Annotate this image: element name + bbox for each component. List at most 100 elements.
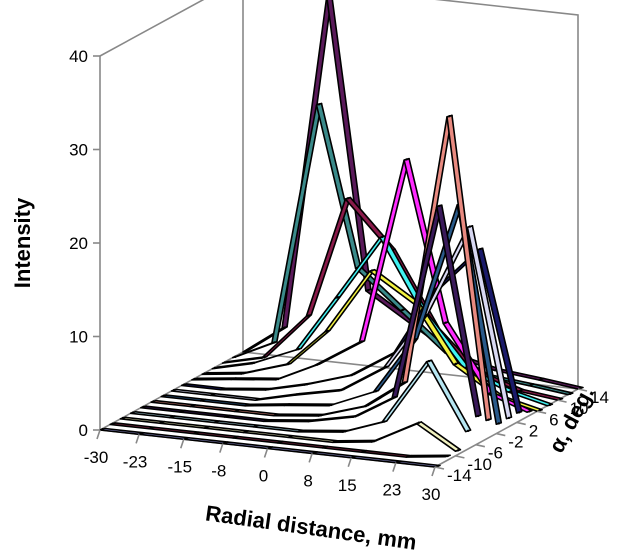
data-point bbox=[131, 411, 135, 414]
data-point bbox=[518, 411, 521, 414]
alpha-tick-mark bbox=[536, 410, 547, 415]
ribbon-segment bbox=[223, 414, 270, 423]
data-point bbox=[140, 432, 143, 435]
x-tick-mark bbox=[347, 457, 353, 468]
ribbon-series--8 bbox=[129, 359, 472, 433]
data-point bbox=[403, 381, 407, 384]
data-point bbox=[548, 403, 552, 407]
data-point bbox=[370, 269, 374, 272]
data-point bbox=[224, 441, 227, 445]
data-point bbox=[268, 446, 272, 449]
data-point bbox=[313, 451, 316, 454]
ribbon-segment bbox=[213, 420, 260, 428]
data-point bbox=[468, 225, 472, 228]
data-point bbox=[171, 415, 174, 419]
ribbon-segment bbox=[244, 403, 290, 407]
ribbon-segment bbox=[232, 435, 284, 444]
data-point bbox=[446, 454, 449, 458]
alpha-tick-label: -10 bbox=[467, 455, 492, 474]
ribbon-segment bbox=[199, 398, 251, 407]
data-point bbox=[236, 409, 239, 412]
ribbon-segment bbox=[242, 325, 288, 353]
data-point bbox=[507, 416, 511, 420]
ribbon-segment bbox=[170, 388, 217, 397]
ribbon-segment bbox=[303, 373, 356, 386]
data-point bbox=[487, 418, 490, 421]
data-point bbox=[456, 449, 460, 452]
data-point bbox=[222, 387, 225, 391]
ribbon-segment bbox=[297, 429, 349, 433]
ribbon-segment bbox=[370, 421, 423, 443]
data-point bbox=[323, 445, 327, 449]
alpha-tick-mark bbox=[496, 432, 506, 437]
data-point bbox=[307, 314, 311, 317]
ribbon-series--6 bbox=[140, 204, 482, 423]
data-point bbox=[264, 419, 268, 422]
data-point bbox=[191, 404, 194, 407]
data-point bbox=[234, 436, 237, 439]
ribbon-segment bbox=[148, 426, 200, 435]
x-tick-label: 0 bbox=[259, 467, 268, 486]
ribbon-segment bbox=[191, 377, 237, 381]
x-tick-label: 23 bbox=[382, 481, 401, 500]
data-point bbox=[266, 388, 270, 391]
x-tick-label: -15 bbox=[167, 457, 192, 476]
data-point bbox=[336, 296, 339, 299]
alpha-tick-mark bbox=[557, 399, 567, 403]
data-point bbox=[183, 383, 186, 386]
data-point bbox=[232, 377, 235, 380]
ribbon-segment bbox=[179, 409, 231, 418]
data-point bbox=[478, 247, 482, 251]
data-point bbox=[287, 362, 290, 366]
data-point bbox=[454, 362, 458, 366]
x-axis-title: Radial distance, mm bbox=[204, 500, 418, 554]
data-point bbox=[246, 403, 249, 407]
ribbon-segment bbox=[273, 413, 325, 417]
data-point bbox=[519, 389, 523, 392]
data-point bbox=[401, 308, 404, 312]
data-point bbox=[326, 329, 329, 333]
data-point bbox=[360, 340, 364, 343]
ribbon-segment bbox=[168, 415, 221, 424]
ribbon-segment bbox=[230, 377, 282, 381]
data-point bbox=[362, 450, 366, 453]
ribbon-segment bbox=[140, 405, 186, 413]
z-tick-label: 40 bbox=[69, 47, 88, 66]
ribbon-segment bbox=[287, 435, 339, 444]
data-point bbox=[234, 355, 237, 359]
x-tick-mark bbox=[431, 466, 436, 477]
ribbon-series--14 bbox=[99, 427, 441, 468]
data-point bbox=[448, 114, 451, 118]
alpha-tick-mark bbox=[516, 421, 526, 426]
ribbon-segment bbox=[219, 387, 272, 391]
data-point bbox=[162, 394, 165, 398]
alpha-tick-mark bbox=[434, 466, 445, 470]
alpha-tick-mark bbox=[455, 455, 465, 459]
ribbon-segment bbox=[311, 451, 358, 459]
data-point bbox=[121, 416, 125, 420]
data-point bbox=[142, 405, 145, 409]
data-point bbox=[295, 393, 299, 396]
data-point bbox=[289, 435, 292, 438]
data-point bbox=[528, 410, 531, 413]
data-point bbox=[101, 428, 104, 431]
data-point bbox=[374, 390, 378, 393]
data-point bbox=[477, 414, 480, 418]
ribbon-segment bbox=[405, 454, 452, 458]
data-point bbox=[225, 415, 229, 418]
data-point bbox=[262, 356, 266, 359]
data-point bbox=[181, 410, 184, 413]
x-tick-label: 15 bbox=[338, 476, 357, 495]
ribbon-segment bbox=[201, 371, 248, 376]
ribbon-segment bbox=[109, 422, 156, 430]
x-tick-mark bbox=[219, 443, 224, 453]
ribbon-segment bbox=[342, 420, 388, 433]
x-tick-mark bbox=[135, 434, 140, 444]
data-point bbox=[384, 365, 388, 369]
ribbon-segment bbox=[150, 399, 196, 408]
ribbon-segment bbox=[99, 427, 145, 436]
data-point bbox=[305, 383, 309, 386]
ribbon-segment bbox=[119, 416, 166, 424]
data-point bbox=[427, 359, 431, 363]
